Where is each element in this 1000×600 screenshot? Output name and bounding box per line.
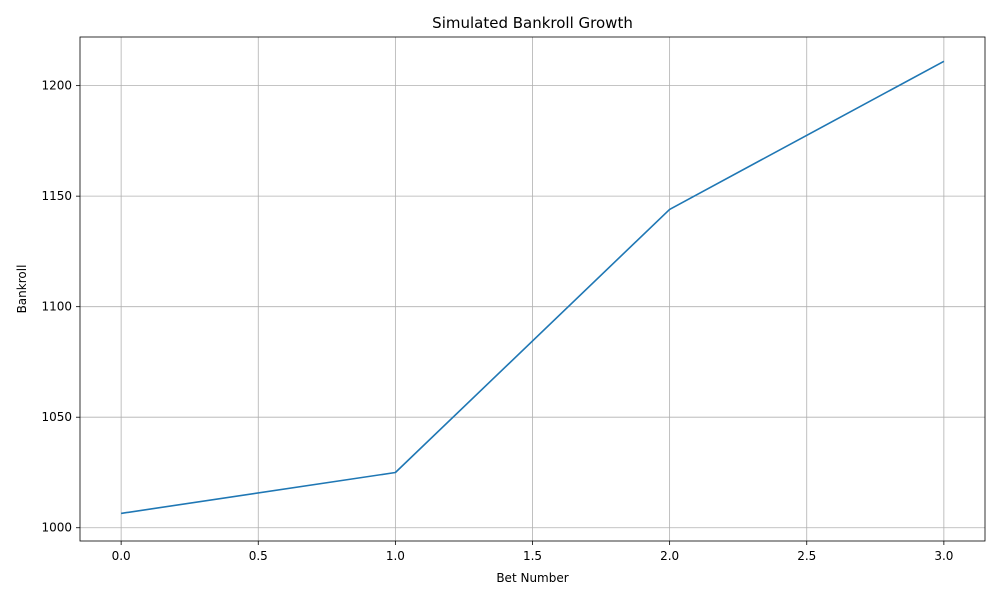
grid: [80, 37, 985, 541]
x-axis-ticks: 0.0 0.5 1.0 1.5 2.0 2.5 3.0: [112, 541, 953, 563]
y-axis-ticks: 1000 1050 1100 1150 1200: [41, 79, 80, 535]
chart-title: Simulated Bankroll Growth: [432, 14, 633, 32]
x-tick-label: 2.5: [797, 549, 816, 563]
y-axis-label: Bankroll: [15, 265, 29, 314]
y-tick-label: 1000: [41, 521, 72, 535]
y-tick-label: 1200: [41, 79, 72, 93]
y-tick-label: 1050: [41, 410, 72, 424]
x-tick-label: 0.5: [249, 549, 268, 563]
y-tick-label: 1100: [41, 300, 72, 314]
series-line: [120, 60, 945, 515]
x-tick-label: 2.0: [660, 549, 679, 563]
y-tick-label: 1150: [41, 189, 72, 203]
x-axis-label: Bet Number: [496, 571, 568, 585]
x-tick-label: 1.0: [386, 549, 405, 563]
x-tick-label: 0.0: [112, 549, 131, 563]
x-tick-label: 3.0: [934, 549, 953, 563]
series-layer: [120, 60, 945, 515]
x-tick-label: 1.5: [523, 549, 542, 563]
